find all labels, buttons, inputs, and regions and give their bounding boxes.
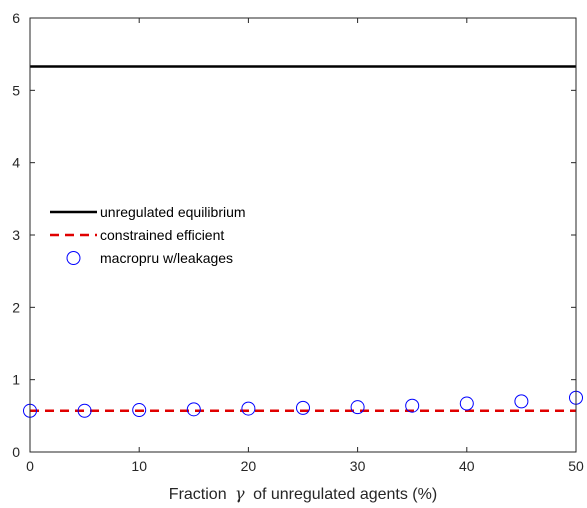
marker-point [132,403,147,418]
x-tick-label: 40 [459,458,475,474]
marker-point [296,400,310,415]
y-tick-label: 0 [12,444,20,460]
axis-ticks: 0 10 20 30 40 50 0 1 2 3 4 5 6 [12,10,584,474]
legend-marker [66,251,81,265]
marker-point [77,403,92,418]
legend: unregulated equilibrium constrained effic… [50,204,246,266]
x-tick-label: 30 [350,458,366,474]
y-tick-label: 4 [12,155,20,171]
marker-point [241,401,256,416]
x-tick-label: 50 [568,458,584,474]
x-axis-title-suffix: of unregulated agents (%) [253,486,437,503]
plot-marks [23,65,583,418]
y-tick-label: 2 [12,299,20,315]
marker-point [186,402,201,417]
x-axis-title: Fraction γ of unregulated agents (%) [169,484,437,503]
marker-point [350,400,365,415]
y-tick-label: 6 [12,10,20,26]
marker-point [459,396,474,411]
x-tick-label: 10 [131,458,147,474]
legend-label: constrained efficient [100,227,224,243]
marker-point [405,398,420,413]
legend-label: macropru w/leakages [100,250,233,266]
x-tick-label: 0 [26,458,34,474]
y-tick-label: 1 [12,372,20,388]
marker-point [514,394,529,409]
x-tick-label: 20 [241,458,257,474]
y-tick-label: 3 [12,227,20,243]
x-axis-title-prefix: Fraction [169,486,227,503]
gamma-symbol: γ [235,484,245,503]
y-tick-label: 5 [12,82,20,98]
legend-label: unregulated equilibrium [100,204,246,220]
